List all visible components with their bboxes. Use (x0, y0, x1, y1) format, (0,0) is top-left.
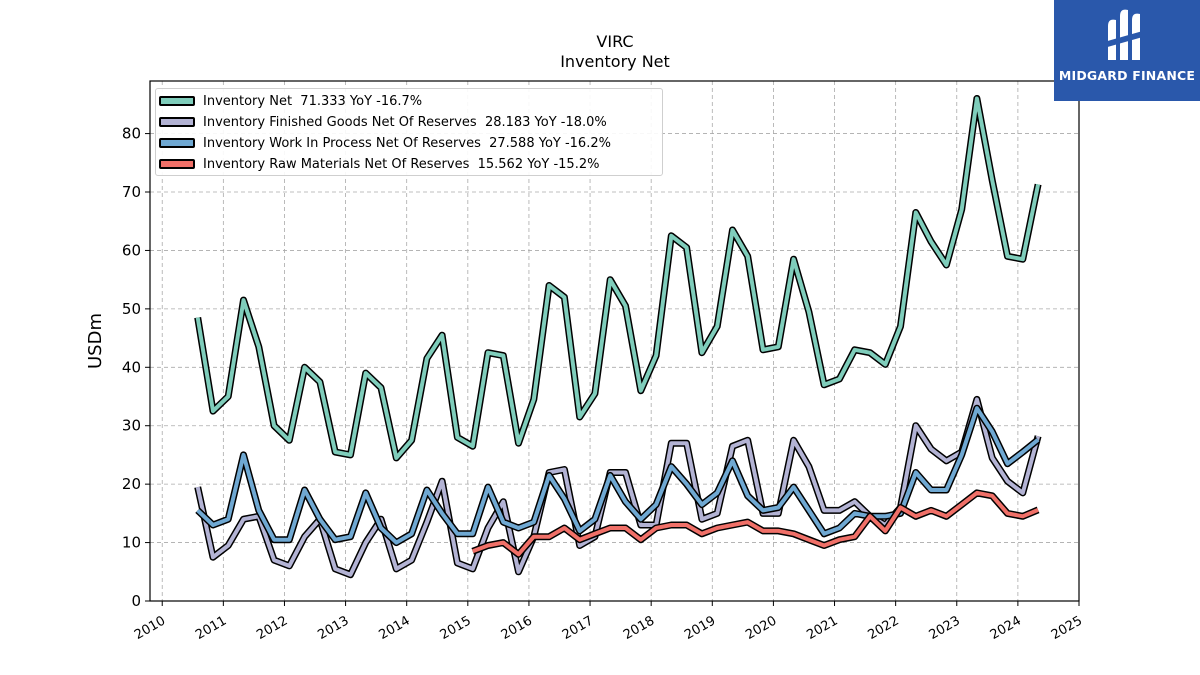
chart-subtitle: Inventory Net (560, 52, 670, 71)
legend-item: Inventory Net 71.333 YoY -16.7% (159, 92, 422, 110)
legend-label: Inventory Raw Materials Net Of Reserves … (203, 156, 600, 172)
legend-item: Inventory Finished Goods Net Of Reserves… (159, 113, 607, 131)
legend-label: Inventory Net 71.333 YoY -16.7% (203, 93, 423, 109)
logo-mark-icon (1104, 9, 1146, 61)
y-tick-label: 0 (131, 592, 141, 610)
legend-item: Inventory Work In Process Net Of Reserve… (159, 134, 611, 152)
x-tick-label: 2019 (682, 613, 718, 643)
y-tick-label: 20 (122, 475, 141, 493)
legend-item: Inventory Raw Materials Net Of Reserves … (159, 155, 599, 173)
x-tick-label: 2020 (743, 613, 779, 643)
x-tick-label: 2025 (1049, 613, 1085, 643)
x-tick-label: 2010 (132, 613, 168, 643)
x-tick-label: 2016 (499, 613, 535, 643)
legend-swatch (159, 159, 195, 169)
series-line (471, 490, 1039, 557)
y-tick-label: 80 (122, 125, 141, 143)
legend-swatch (159, 96, 195, 106)
x-tick-label: 2018 (621, 613, 657, 643)
legend: Inventory Net 71.333 YoY -16.7% Inventor… (155, 88, 663, 176)
chart-title: VIRC (596, 32, 634, 51)
y-tick-label: 50 (122, 300, 141, 318)
x-tick-label: 2014 (377, 613, 413, 643)
series-line (195, 96, 1041, 460)
x-tick-label: 2011 (193, 613, 229, 643)
y-tick-label: 60 (122, 241, 141, 259)
x-tick-label: 2023 (927, 613, 963, 643)
logo-text: MIDGARD FINANCE (1058, 68, 1196, 83)
legend-swatch (159, 138, 195, 148)
series-layer (194, 95, 1042, 579)
x-tick-label: 2024 (988, 613, 1024, 643)
plot-frame (149, 80, 1080, 602)
legend-label: Inventory Work In Process Net Of Reserve… (203, 135, 611, 151)
x-tick-label: 2015 (438, 613, 474, 643)
y-axis-label: USDm (85, 313, 106, 369)
x-tick-label: 2012 (254, 613, 290, 643)
y-tick-label: 70 (122, 183, 141, 201)
x-tick-label: 2021 (804, 613, 840, 643)
legend-label: Inventory Finished Goods Net Of Reserves… (203, 114, 607, 130)
x-tick-label: 2013 (315, 613, 351, 643)
brand-logo: MIDGARD FINANCE (1054, 0, 1200, 101)
y-tick-label: 40 (122, 358, 141, 376)
y-tick-label: 10 (122, 534, 141, 552)
y-tick-label: 30 (122, 417, 141, 435)
x-tick-label: 2022 (865, 613, 901, 643)
x-tick-label: 2017 (560, 613, 596, 643)
legend-swatch (159, 117, 195, 127)
